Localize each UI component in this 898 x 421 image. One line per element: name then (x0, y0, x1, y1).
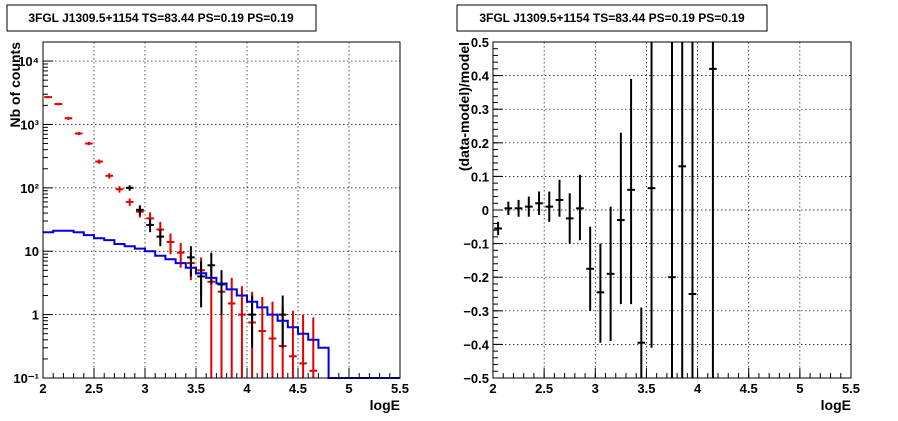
x-tick-label: 5.5 (391, 381, 409, 396)
x-tick-label: 2.5 (85, 381, 103, 396)
x-axis-title-right: logE (821, 397, 851, 413)
y-tick-label: 10² (20, 181, 39, 196)
counts-panel: 3FGL J1309.5+1154 TS=83.44 PS=0.19 PS=0.… (6, 4, 409, 413)
x-tick-label: 2.5 (535, 381, 553, 396)
chart-title-right: 3FGL J1309.5+1154 TS=83.44 PS=0.19 PS=0.… (479, 11, 745, 25)
x-tick-label: 5 (796, 381, 803, 396)
chart-title-box-left (6, 4, 317, 32)
x-tick-label: 5 (345, 381, 352, 396)
y-tick-label: 1 (32, 308, 39, 323)
x-tick-label: 3 (141, 381, 148, 396)
x-tick-label: 2 (39, 381, 46, 396)
y-tick-label: −0.5 (463, 371, 489, 386)
y-tick-label: −0.1 (463, 237, 489, 252)
axis-ticks-right: 2 2.5 3 3.5 4 4.5 5 5.5 −0.5 −0.4 −0.3 −0.2 −0.1 0 0.1… (463, 35, 860, 396)
chart-title-box-right (456, 4, 768, 32)
x-tick-label: 4.5 (289, 381, 307, 396)
y-tick-label: 10⁻¹ (13, 371, 39, 386)
x-tick-label: 3 (592, 381, 599, 396)
chart-title-left: 3FGL J1309.5+1154 TS=83.44 PS=0.19 PS=0.… (28, 11, 294, 25)
grid-right (493, 42, 851, 378)
plot-frame-left (42, 41, 401, 379)
y-axis-title-left: Nb of counts (7, 42, 23, 128)
y-tick-label: 10 (25, 244, 39, 259)
plot-frame-right (492, 41, 852, 379)
x-axis-title-left: logE (370, 397, 400, 413)
y-tick-label: 10⁴ (18, 54, 39, 69)
series-right (494, 42, 717, 378)
grid-left (43, 42, 400, 378)
x-tick-label: 4 (694, 381, 702, 396)
y-tick-label: 0.2 (471, 136, 489, 151)
x-tick-label: 3.5 (187, 381, 205, 396)
series-left (43, 96, 400, 379)
y-tick-label: 0.4 (471, 69, 490, 84)
source-model-step-line (43, 229, 400, 379)
y-tick-label: 0.3 (471, 102, 489, 117)
x-tick-label: 4.5 (740, 381, 758, 396)
y-axis-title-right: (data-model)/model (456, 42, 472, 171)
x-tick-label: 3.5 (637, 381, 655, 396)
y-tick-label: −0.2 (463, 270, 489, 285)
y-tick-label: −0.4 (463, 337, 489, 352)
y-tick-label: −0.3 (463, 304, 489, 319)
y-tick-label: 10³ (20, 117, 39, 132)
x-tick-label: 2 (489, 381, 496, 396)
y-tick-label: 0.1 (471, 169, 489, 184)
residual-panel: 3FGL J1309.5+1154 TS=83.44 PS=0.19 PS=0.… (456, 4, 860, 413)
x-tick-label: 4 (243, 381, 251, 396)
axis-ticks-left: 2 2.5 3 3.5 4 4.5 5 5.5 10⁻¹ 1 10 10² 10³ 10⁴ (13, 54, 409, 396)
y-tick-label: 0 (482, 203, 489, 218)
x-tick-label: 5.5 (842, 381, 860, 396)
y-tick-label: 0.5 (471, 35, 489, 50)
